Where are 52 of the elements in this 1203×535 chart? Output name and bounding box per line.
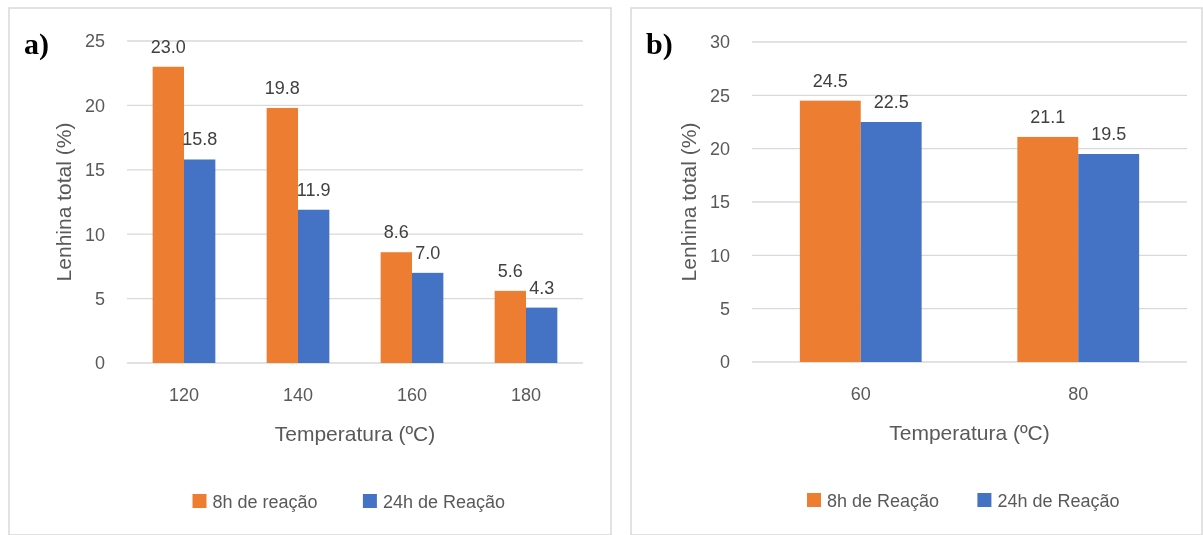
x-axis-title: Temperatura (ºC) xyxy=(889,421,1050,444)
chart-title: b) xyxy=(646,27,673,61)
bar xyxy=(799,100,861,362)
data-label: 22.5 xyxy=(873,92,909,112)
x-axis-title: Temperatura (ºC) xyxy=(274,422,436,445)
bar xyxy=(298,209,330,363)
y-axis-title: Lenhina total (%) xyxy=(52,122,75,282)
x-tick-label: 120 xyxy=(168,385,200,405)
data-label: 24.5 xyxy=(812,70,848,91)
bar xyxy=(1078,154,1140,362)
bar xyxy=(1017,136,1079,362)
y-tick-label: 30 xyxy=(709,32,730,53)
bar xyxy=(860,122,922,362)
y-tick-label: 25 xyxy=(84,31,105,52)
x-tick-label: 180 xyxy=(510,385,542,405)
data-label: 5.6 xyxy=(497,260,523,281)
data-label: 4.3 xyxy=(529,277,555,298)
data-label: 8.6 xyxy=(383,222,409,243)
y-tick-label: 20 xyxy=(84,95,105,116)
y-tick-label: 15 xyxy=(84,160,105,181)
y-tick-label: 5 xyxy=(94,288,105,309)
legend-label: 8h de reação xyxy=(212,492,318,513)
y-tick-label: 10 xyxy=(84,224,105,245)
data-label: 19.5 xyxy=(1091,124,1127,144)
bar xyxy=(380,252,412,363)
x-tick-label: 60 xyxy=(850,384,871,404)
y-tick-label: 25 xyxy=(709,85,730,106)
y-tick-label: 20 xyxy=(709,138,730,159)
bar xyxy=(412,272,444,363)
legend-label: 24h de Reação xyxy=(997,491,1120,512)
y-tick-label: 0 xyxy=(94,353,105,374)
y-tick-label: 5 xyxy=(719,298,730,319)
y-axis-title: Lenhina total (%) xyxy=(677,122,700,282)
legend-label: 8h de Reação xyxy=(827,491,940,512)
x-tick-label: 140 xyxy=(282,385,314,405)
data-label: 11.9 xyxy=(296,179,331,200)
bar xyxy=(526,307,558,363)
x-tick-label: 160 xyxy=(396,385,428,405)
data-label: 21.1 xyxy=(1030,106,1066,127)
bar xyxy=(184,159,216,363)
data-label: 23.0 xyxy=(150,36,186,57)
y-tick-label: 10 xyxy=(709,245,730,266)
y-tick-label: 15 xyxy=(709,192,730,213)
x-tick-label: 80 xyxy=(1068,384,1089,404)
legend-label: 24h de Reação xyxy=(382,492,506,513)
y-tick-label: 0 xyxy=(719,352,730,373)
chart-title: a) xyxy=(24,27,49,61)
data-label: 7.0 xyxy=(415,242,441,263)
bar xyxy=(266,107,298,363)
bar xyxy=(494,290,526,363)
data-label: 19.8 xyxy=(264,77,300,98)
bar xyxy=(152,66,184,363)
